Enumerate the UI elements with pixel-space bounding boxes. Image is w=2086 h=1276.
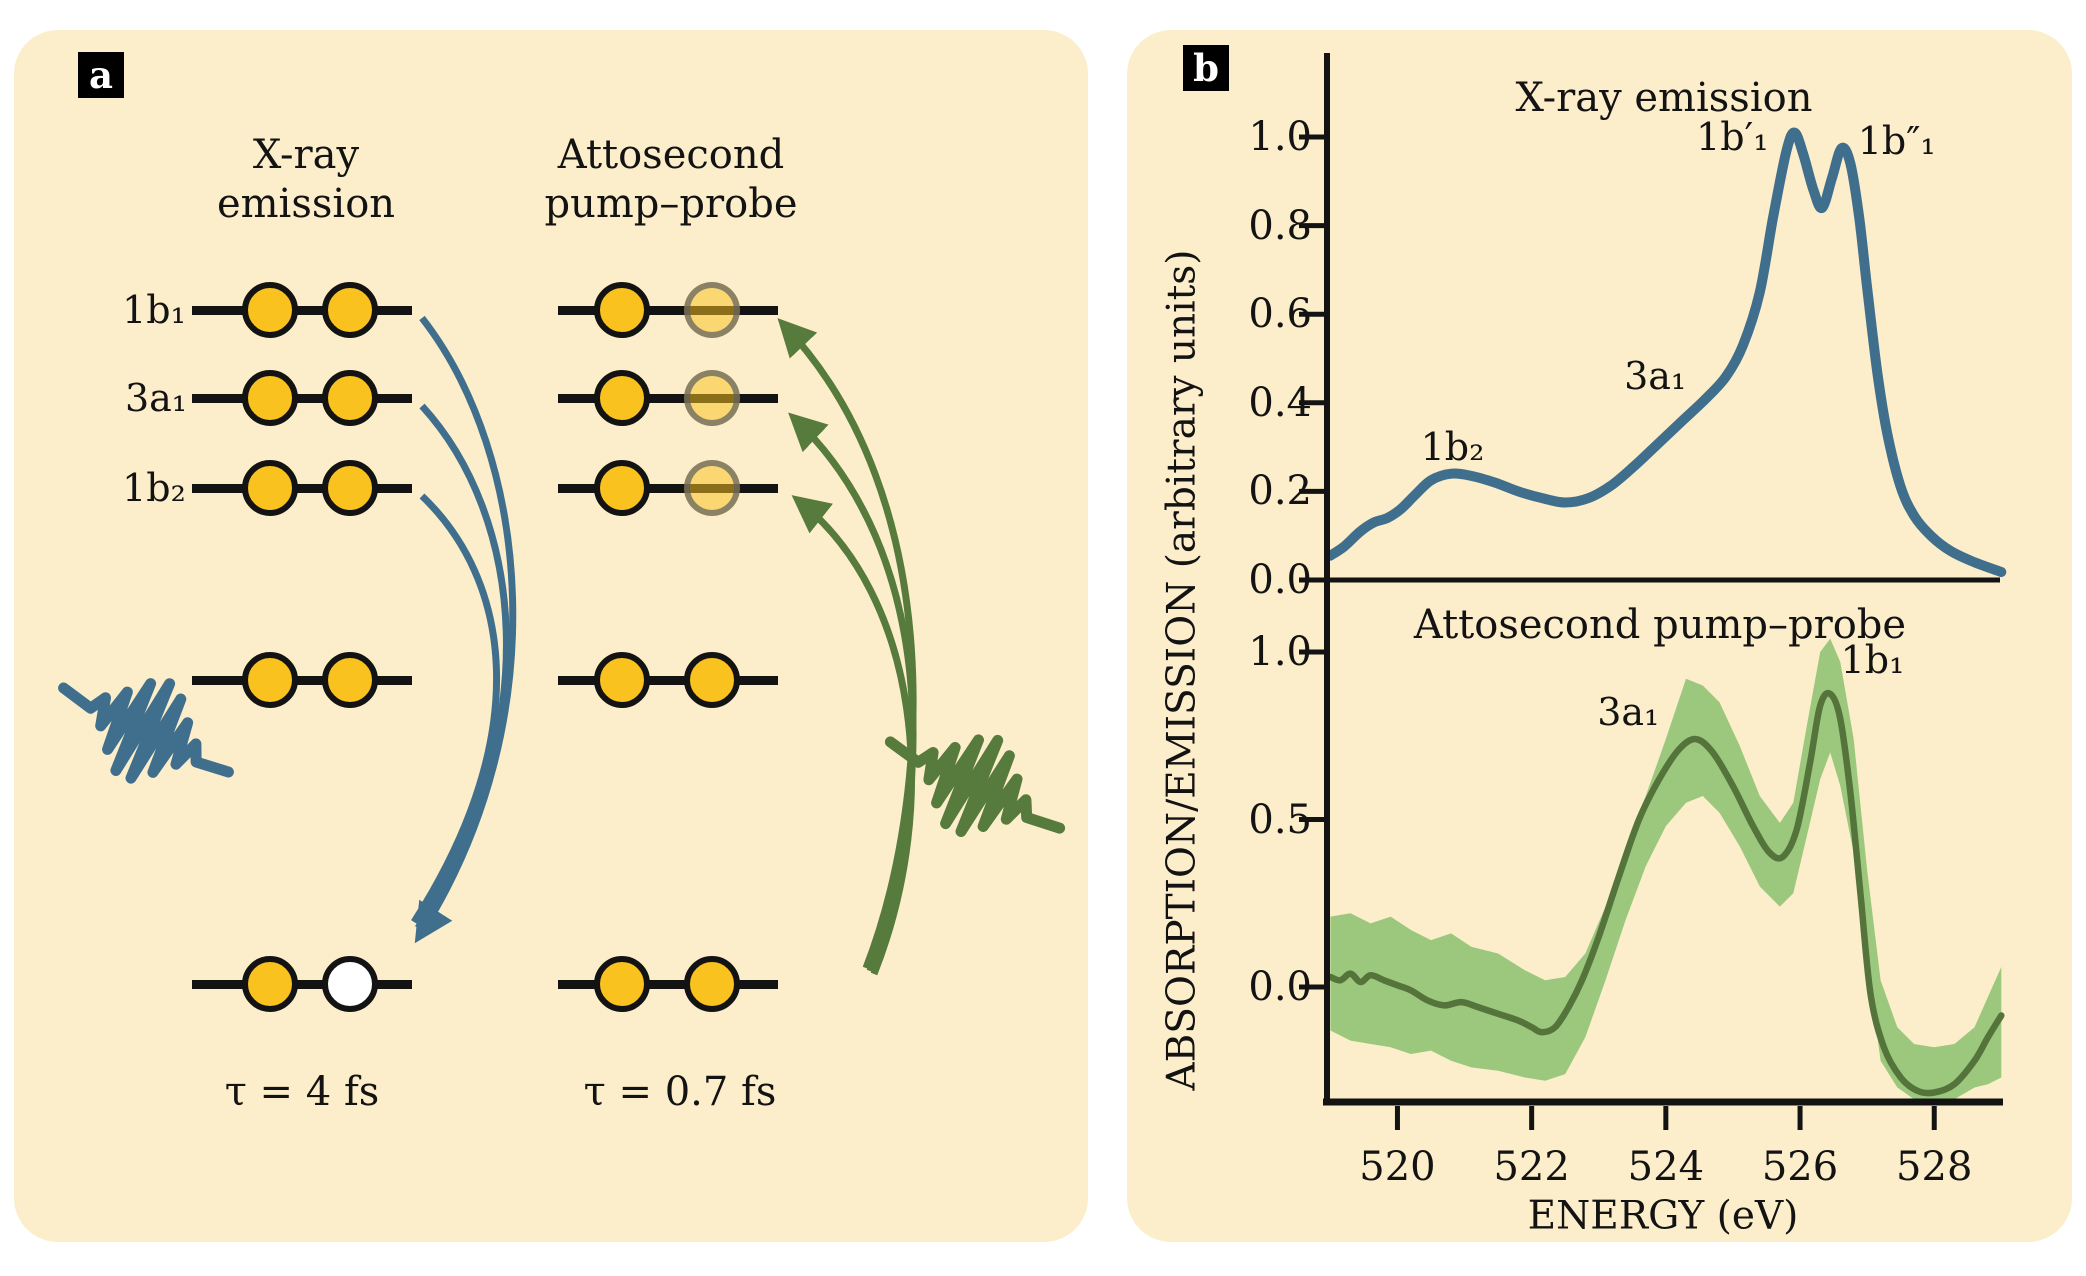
emission-transition-arrows	[411, 315, 517, 944]
y-tick-label: 0.0	[1248, 557, 1312, 603]
peak-annotation: 3a₁	[1597, 690, 1660, 735]
electron-partial	[684, 370, 740, 426]
absorption-transition-arrows	[777, 318, 917, 976]
energy-level-line	[558, 980, 778, 989]
electron-core-hole	[322, 956, 378, 1012]
lifetime-label-xray: τ = 4 fs	[224, 1069, 380, 1115]
electron-filled	[684, 956, 740, 1012]
y-tick-label: 0.5	[1248, 796, 1312, 843]
emission-arrow-1b2	[411, 493, 501, 924]
electron-partial	[684, 282, 740, 338]
absorption-arrow-1b2	[791, 495, 916, 976]
peak-annotation: 1b₂	[1420, 425, 1485, 470]
electron-filled	[322, 460, 378, 516]
axis-ticks	[1299, 134, 1937, 1130]
emission-arrow-1b1	[414, 315, 517, 944]
bottom-chart-title: Attosecond pump–probe	[1413, 602, 1907, 648]
energy-level-line	[192, 676, 412, 685]
electron-filled	[594, 370, 650, 426]
y-tick-label: 1.0	[1248, 629, 1312, 675]
x-tick-label: 526	[1761, 1144, 1839, 1190]
peak-annotation: 1b″₁	[1857, 119, 1936, 164]
peak-annotation: 1b₁	[1840, 638, 1905, 683]
x-axis-label: ENERGY (eV)	[1527, 1193, 1799, 1239]
panel-b-charts: b X-ray emission Attosecond pump–probe A…	[1127, 30, 2072, 1242]
xray-emission-column-heading: X-ray emission	[216, 132, 396, 227]
electron-filled	[322, 282, 378, 338]
electron-filled	[322, 370, 378, 426]
xray-emission-curve	[1325, 127, 2007, 577]
peak-annotation: 1b′₁	[1696, 115, 1769, 159]
orbital-label-1b2: 1b₂	[122, 466, 186, 510]
electron-filled	[242, 956, 298, 1012]
electron-filled	[242, 370, 298, 426]
absorption-arrow-1b1	[777, 318, 917, 970]
y-tick-label: 1.0	[1248, 114, 1312, 160]
energy-level-line	[192, 484, 412, 493]
panel-a-arrows-overlay	[58, 315, 1066, 976]
xray-pulse-icon	[58, 678, 234, 784]
electron-filled	[242, 460, 298, 516]
electron-filled	[242, 282, 298, 338]
y-tick-label: 0.6	[1248, 291, 1312, 338]
electron-filled	[322, 652, 378, 708]
panel-a-badge: a	[78, 52, 124, 98]
energy-level-line	[558, 484, 778, 493]
electron-partial	[684, 460, 740, 516]
energy-level-line	[558, 306, 778, 315]
pump-probe-curve	[1327, 689, 2005, 1097]
absorption-arrow-3a1	[788, 412, 917, 973]
x-tick-label: 524	[1627, 1144, 1705, 1190]
peak-annotation: 3a₁	[1624, 354, 1687, 399]
energy-level-line	[192, 394, 412, 403]
y-tick-label: 0.2	[1248, 468, 1312, 515]
attosecond-pulse-icon	[884, 734, 1066, 837]
y-tick-label: 0.4	[1248, 379, 1312, 426]
panel-a-diagram: a X-ray emission Attosecond pump–probe 1…	[14, 30, 1088, 1242]
electron-filled	[242, 652, 298, 708]
energy-level-line	[192, 306, 412, 315]
electron-filled	[594, 460, 650, 516]
energy-level-line	[558, 394, 778, 403]
lifetime-label-attosecond: τ = 0.7 fs	[583, 1069, 777, 1115]
x-tick-label: 520	[1359, 1144, 1436, 1190]
energy-level-line	[558, 676, 778, 685]
spectra-curves	[1325, 127, 2007, 1097]
electron-filled	[684, 652, 740, 708]
electron-filled	[594, 282, 650, 338]
top-chart-title: X-ray emission	[1515, 75, 1813, 121]
x-tick-label: 528	[1896, 1144, 1973, 1190]
y-tick-label: 0.0	[1248, 964, 1312, 1010]
spectra-plot-area	[1299, 53, 2007, 1130]
energy-level-line	[192, 980, 412, 989]
pump-probe-uncertainty-band	[1330, 638, 2002, 1101]
y-tick-label: 0.8	[1248, 202, 1312, 249]
panel-b-badge: b	[1183, 45, 1229, 91]
electron-filled	[594, 956, 650, 1012]
attosecond-pump-probe-column-heading: Attosecond pump–probe	[544, 132, 798, 227]
pump-probe-band-polygon	[1330, 638, 2002, 1101]
orbital-label-3a1: 3a₁	[124, 376, 188, 420]
x-tick-label: 522	[1493, 1144, 1570, 1190]
orbital-label-1b1: 1b₁	[122, 288, 186, 332]
electron-filled	[594, 652, 650, 708]
emission-arrow-3a1	[415, 403, 510, 930]
